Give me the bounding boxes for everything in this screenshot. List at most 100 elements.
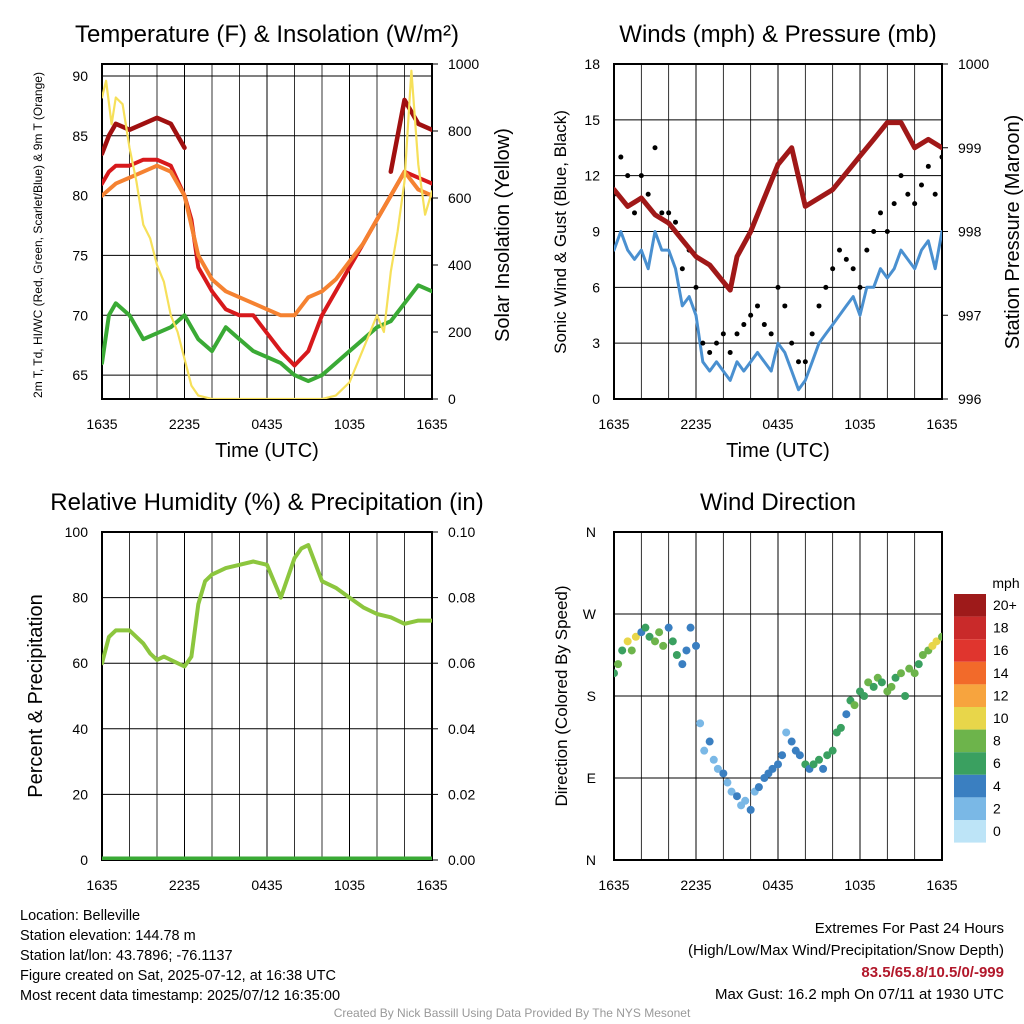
- colorbar-label: 8: [993, 733, 1001, 749]
- x-tick-label: 1635: [598, 416, 629, 432]
- gust-point: [823, 284, 829, 290]
- y-tick-label-right: 0.10: [448, 524, 475, 540]
- gust-point: [673, 219, 678, 225]
- gust-point: [693, 284, 699, 290]
- y-tick-label-left: 18: [584, 56, 600, 72]
- wind-direction-point: [627, 646, 636, 655]
- series-line-9m-t: [102, 163, 432, 318]
- gust-point: [789, 340, 795, 346]
- x-tick-label: 1635: [86, 877, 117, 893]
- wind-direction-point: [918, 651, 927, 659]
- y-tick-label-right: 0.06: [448, 655, 475, 671]
- wind-direction-point: [682, 646, 691, 655]
- recent-data-text: Most recent data timestamp: 2025/07/12 1…: [20, 988, 341, 1004]
- colorbar-label: 4: [993, 778, 1001, 794]
- extremes-info: Extremes For Past 24 Hours (High/Low/Max…: [688, 918, 1004, 1006]
- wind-direction-point: [686, 623, 695, 632]
- x-tick-label: 2235: [169, 416, 200, 432]
- x-axis-label: Time (UTC): [726, 440, 830, 462]
- gust-point: [638, 173, 644, 179]
- gust-point: [727, 349, 733, 355]
- location-text: Location: Belleville: [20, 908, 141, 924]
- wind-direction-point: [713, 764, 722, 773]
- y-tick-label-right: 200: [448, 324, 472, 340]
- gust-point: [802, 359, 808, 365]
- x-tick-label: 0435: [251, 877, 282, 893]
- wind-direction-point: [819, 764, 828, 773]
- gust-point: [768, 331, 774, 337]
- panel-1: Temperature (F) & Insolation (W/m²) 1635 2…: [72, 21, 479, 462]
- gust-point: [878, 210, 883, 216]
- series-group: [102, 69, 432, 399]
- wind-direction-point: [631, 632, 640, 641]
- gust-point: [720, 331, 726, 337]
- wind-direction-point: [719, 769, 728, 778]
- wind-direction-point: [700, 746, 709, 755]
- gust-point: [659, 210, 665, 216]
- y-axis-label-right: Station Pressure (Maroon): [1002, 115, 1024, 350]
- y-tick-label-left: 85: [72, 128, 88, 144]
- colorbar-swatch: [954, 684, 986, 707]
- chart-title: Temperature (F) & Insolation (W/m²): [75, 21, 459, 48]
- gust-point: [666, 210, 672, 216]
- y-category-label: S: [587, 688, 596, 704]
- wind-direction-point: [842, 710, 851, 719]
- gust-point: [632, 210, 637, 216]
- wind-direction-point: [914, 660, 923, 669]
- y-tick-label-right: 0: [448, 391, 456, 407]
- series-line-insolation: [102, 69, 432, 399]
- gust-point: [775, 284, 781, 290]
- colorbar-label: 6: [993, 755, 1001, 771]
- colorbar-swatch: [954, 594, 986, 617]
- wind-direction-point: [664, 623, 673, 632]
- y-tick-label-right: 400: [448, 257, 472, 273]
- gust-point: [837, 247, 842, 253]
- y-tick-label-right: 996: [958, 391, 982, 407]
- y-tick-label-right: 1000: [448, 56, 479, 72]
- gust-point: [748, 312, 754, 318]
- max-gust-text: Max Gust: 16.2 mph On 07/11 at 1930 UTC: [714, 986, 1004, 1003]
- wind-direction-point: [910, 669, 919, 678]
- x-tick-label: 2235: [169, 877, 200, 893]
- series-group: [102, 543, 432, 860]
- wind-direction-point: [672, 651, 681, 659]
- colorbar: mph 20+ 18 16 14 12 10 8 6 4 2 0: [954, 575, 1020, 843]
- y-axis-label-left: Percent & Precipitation: [25, 594, 47, 797]
- x-tick-label: 1635: [926, 877, 957, 893]
- panel-2: Winds (mph) & Pressure (mb) 1635 2235 0435 1…: [584, 21, 989, 462]
- series-group: [614, 623, 942, 814]
- y-tick-label-left: 9: [592, 224, 600, 240]
- gust-point: [830, 266, 836, 272]
- wind-direction-point: [618, 646, 627, 655]
- wind-direction-point: [754, 783, 763, 792]
- colorbar-label: 20+: [993, 597, 1017, 613]
- y-axis-label-left: 2m T, Td, HI/WC (Red, Green, Scarlet/Blu…: [31, 72, 45, 398]
- colorbar-swatch: [954, 797, 986, 820]
- x-tick-label: 1035: [334, 416, 365, 432]
- y-tick-label-left: 90: [72, 68, 88, 84]
- y-category-label: N: [586, 524, 596, 540]
- colorbar-label: 14: [993, 665, 1009, 681]
- colorbar-label: 2: [993, 800, 1001, 816]
- wind-direction-point: [623, 637, 632, 646]
- elevation-text: Station elevation: 144.78 m: [20, 928, 196, 944]
- series-line-wind: [614, 230, 942, 392]
- wind-direction-point: [823, 751, 832, 760]
- gust-point: [679, 266, 685, 272]
- gust-point: [645, 191, 651, 197]
- wind-direction-point: [932, 637, 941, 646]
- chart-title: Relative Humidity (%) & Precipitation (i…: [50, 489, 483, 516]
- y-tick-label-left: 15: [584, 112, 600, 128]
- y-tick-label-right: 0.00: [448, 852, 475, 868]
- colorbar-swatch: [954, 729, 986, 753]
- x-tick-label: 0435: [762, 416, 793, 432]
- colorbar-swatch: [954, 774, 986, 798]
- wind-direction-point: [778, 751, 787, 760]
- wind-direction-point: [723, 778, 732, 787]
- series-group: [614, 120, 942, 392]
- gust-point: [809, 331, 815, 337]
- wind-direction-point: [641, 623, 650, 632]
- y-tick-label-right: 0.08: [448, 590, 475, 606]
- gust-point: [850, 266, 856, 272]
